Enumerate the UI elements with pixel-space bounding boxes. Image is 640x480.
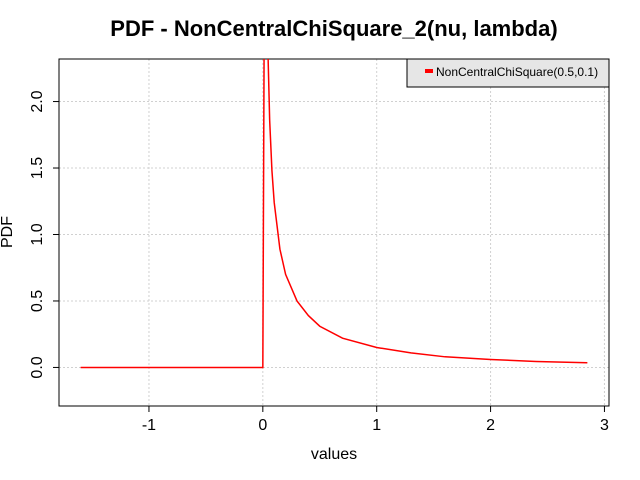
y-tick-label: 1.5 [29,157,46,179]
data-line [80,59,588,369]
y-tick-label: 2.0 [29,90,46,112]
y-tick-label: 0.5 [29,290,46,312]
legend-label: NonCentralChiSquare(0.5,0.1) [436,65,598,79]
x-tick-label: 0 [258,417,267,434]
x-tick-label: -1 [142,417,156,434]
x-tick-label: 2 [486,417,495,434]
legend-box [406,58,610,88]
x-tick-label: 3 [600,417,609,434]
chart-title: PDF - NonCentralChiSquare_2(nu, lambda) [110,16,557,41]
plot-frame [58,58,610,407]
y-axis-label: PDF [0,216,16,248]
y-tick-label: 0.0 [29,356,46,378]
y-tick-label: 1.0 [29,223,46,245]
x-tick-label: 1 [372,417,381,434]
x-axis-label: values [311,446,357,463]
